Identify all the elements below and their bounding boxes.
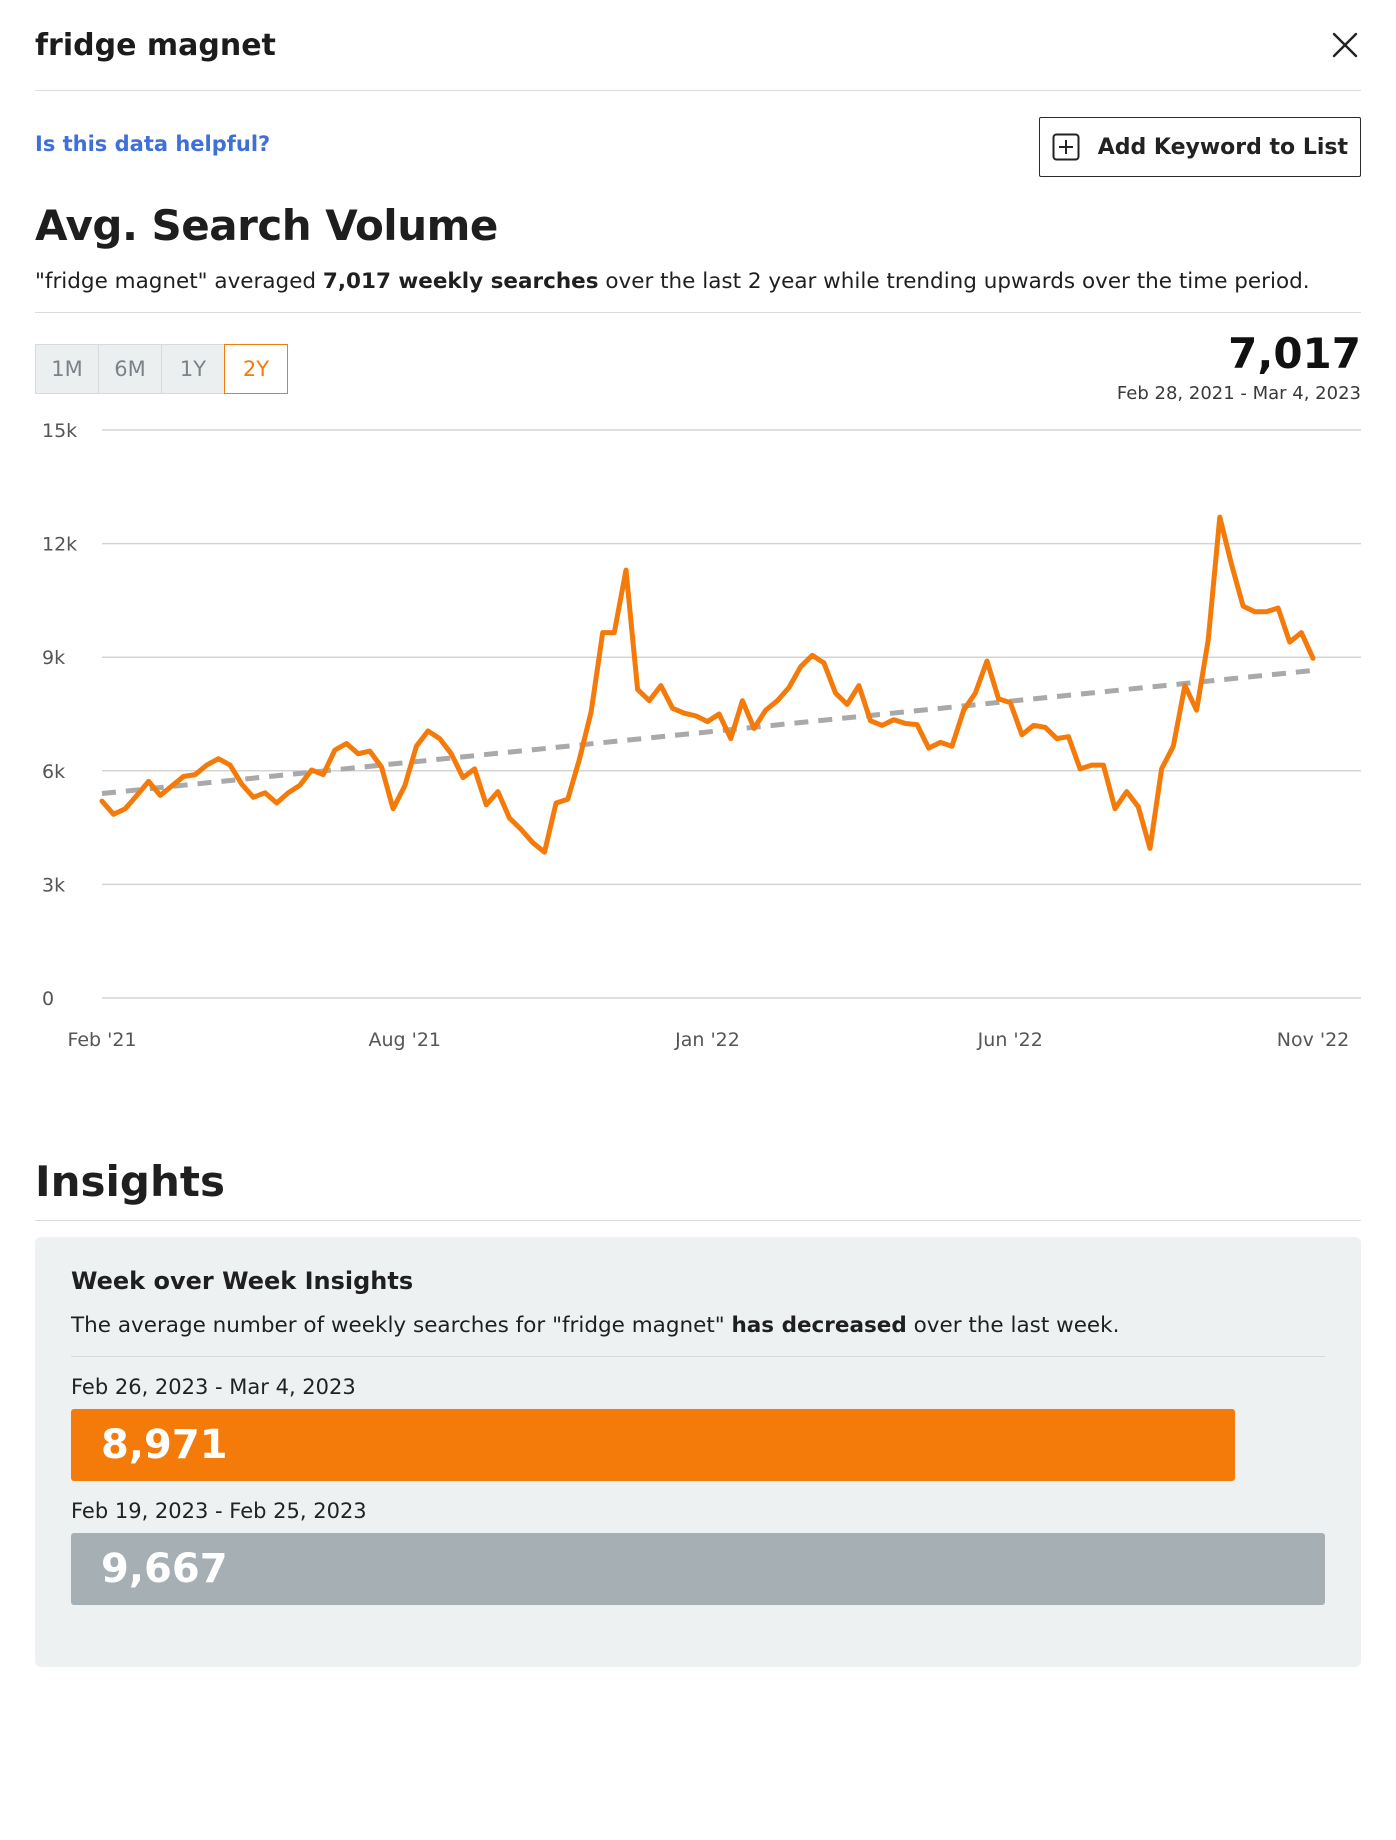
card-title: Week over Week Insights bbox=[71, 1267, 414, 1295]
y-tick-label: 12k bbox=[42, 534, 77, 556]
x-tick-label: Jan '22 bbox=[674, 1029, 740, 1051]
panel-header: fridge magnet bbox=[35, 0, 1361, 91]
search-volume-title: Avg. Search Volume bbox=[35, 201, 498, 250]
search-volume-line bbox=[99, 514, 1316, 855]
card-text: The average number of weekly searches fo… bbox=[71, 1313, 1325, 1357]
x-tick-label: Feb '21 bbox=[67, 1029, 136, 1051]
current-week-label: Feb 26, 2023 - Mar 4, 2023 bbox=[71, 1375, 356, 1399]
keyword-title: fridge magnet bbox=[35, 27, 276, 63]
volume-summary: "fridge magnet" averaged 7,017 weekly se… bbox=[35, 266, 1361, 313]
range-tab-2y[interactable]: 2Y bbox=[224, 344, 288, 394]
range-tab-1m[interactable]: 1M bbox=[35, 344, 99, 394]
current-week-bar: 8,971 bbox=[71, 1409, 1235, 1481]
range-tab-1y[interactable]: 1Y bbox=[161, 344, 225, 394]
actions-row: Is this data helpful? Add Keyword to Lis… bbox=[35, 91, 1361, 197]
card-text-end: over the last week. bbox=[906, 1313, 1120, 1338]
previous-week-value: 9,667 bbox=[101, 1546, 228, 1592]
y-tick-label: 9k bbox=[42, 647, 65, 669]
y-tick-label: 15k bbox=[42, 422, 77, 442]
card-text-highlight: has decreased bbox=[731, 1313, 907, 1338]
data-helpful-link[interactable]: Is this data helpful? bbox=[35, 132, 271, 156]
y-tick-label: 3k bbox=[42, 874, 65, 896]
x-tick-label: Aug '21 bbox=[368, 1029, 441, 1051]
y-tick-label: 6k bbox=[42, 761, 65, 783]
add-keyword-button[interactable]: Add Keyword to List bbox=[1038, 117, 1361, 177]
week-over-week-card: Week over Week Insights The average numb… bbox=[35, 1237, 1361, 1667]
current-week-value: 8,971 bbox=[101, 1422, 228, 1468]
summary-text-start: "fridge magnet" averaged bbox=[35, 269, 323, 294]
total-block: 7,017 Feb 28, 2021 - Mar 4, 2023 bbox=[1116, 329, 1361, 405]
range-tab-6m[interactable]: 6M bbox=[98, 344, 162, 394]
plus-square-icon bbox=[1052, 133, 1080, 161]
y-tick-label: 0 bbox=[42, 988, 54, 1010]
close-button[interactable] bbox=[1325, 25, 1365, 65]
add-keyword-label: Add Keyword to List bbox=[1097, 134, 1348, 160]
total-volume: 7,017 bbox=[1228, 329, 1361, 378]
previous-week-label: Feb 19, 2023 - Feb 25, 2023 bbox=[71, 1499, 367, 1523]
card-text-start: The average number of weekly searches fo… bbox=[71, 1313, 732, 1338]
x-tick-label: Jun '22 bbox=[977, 1029, 1043, 1051]
previous-week-bar: 9,667 bbox=[71, 1533, 1325, 1605]
search-volume-chart: 0 3k 6k 9k 12k 15k Feb '21 Aug '21 Jan '22 Jun '2… bbox=[35, 420, 1361, 1062]
range-tabs: 1M 6M 1Y 2Y bbox=[35, 344, 288, 394]
chart-svg: 0 3k 6k 9k 12k 15k Feb '21 Aug '21 Jan '22 Jun '2… bbox=[42, 420, 1361, 1051]
total-date-range: Feb 28, 2021 - Mar 4, 2023 bbox=[1116, 383, 1361, 404]
range-row: 1M 6M 1Y 2Y 7,017 Feb 28, 2021 - Mar 4, 202… bbox=[35, 331, 1361, 404]
summary-text-end: over the last 2 year while trending upwa… bbox=[598, 269, 1310, 294]
insights-title: Insights bbox=[35, 1157, 1361, 1221]
x-tick-label: Nov '22 bbox=[1277, 1029, 1350, 1051]
summary-highlight: 7,017 weekly searches bbox=[322, 269, 599, 294]
close-icon bbox=[1332, 32, 1358, 58]
trend-line bbox=[101, 667, 1314, 797]
